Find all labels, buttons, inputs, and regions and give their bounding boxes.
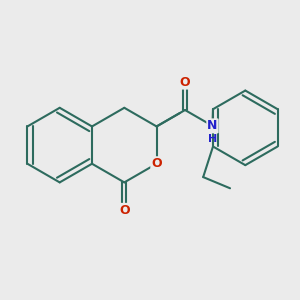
Text: N: N (207, 119, 218, 132)
Text: O: O (151, 157, 162, 170)
Text: O: O (119, 204, 130, 217)
Text: O: O (180, 76, 190, 88)
Text: H: H (208, 134, 217, 144)
